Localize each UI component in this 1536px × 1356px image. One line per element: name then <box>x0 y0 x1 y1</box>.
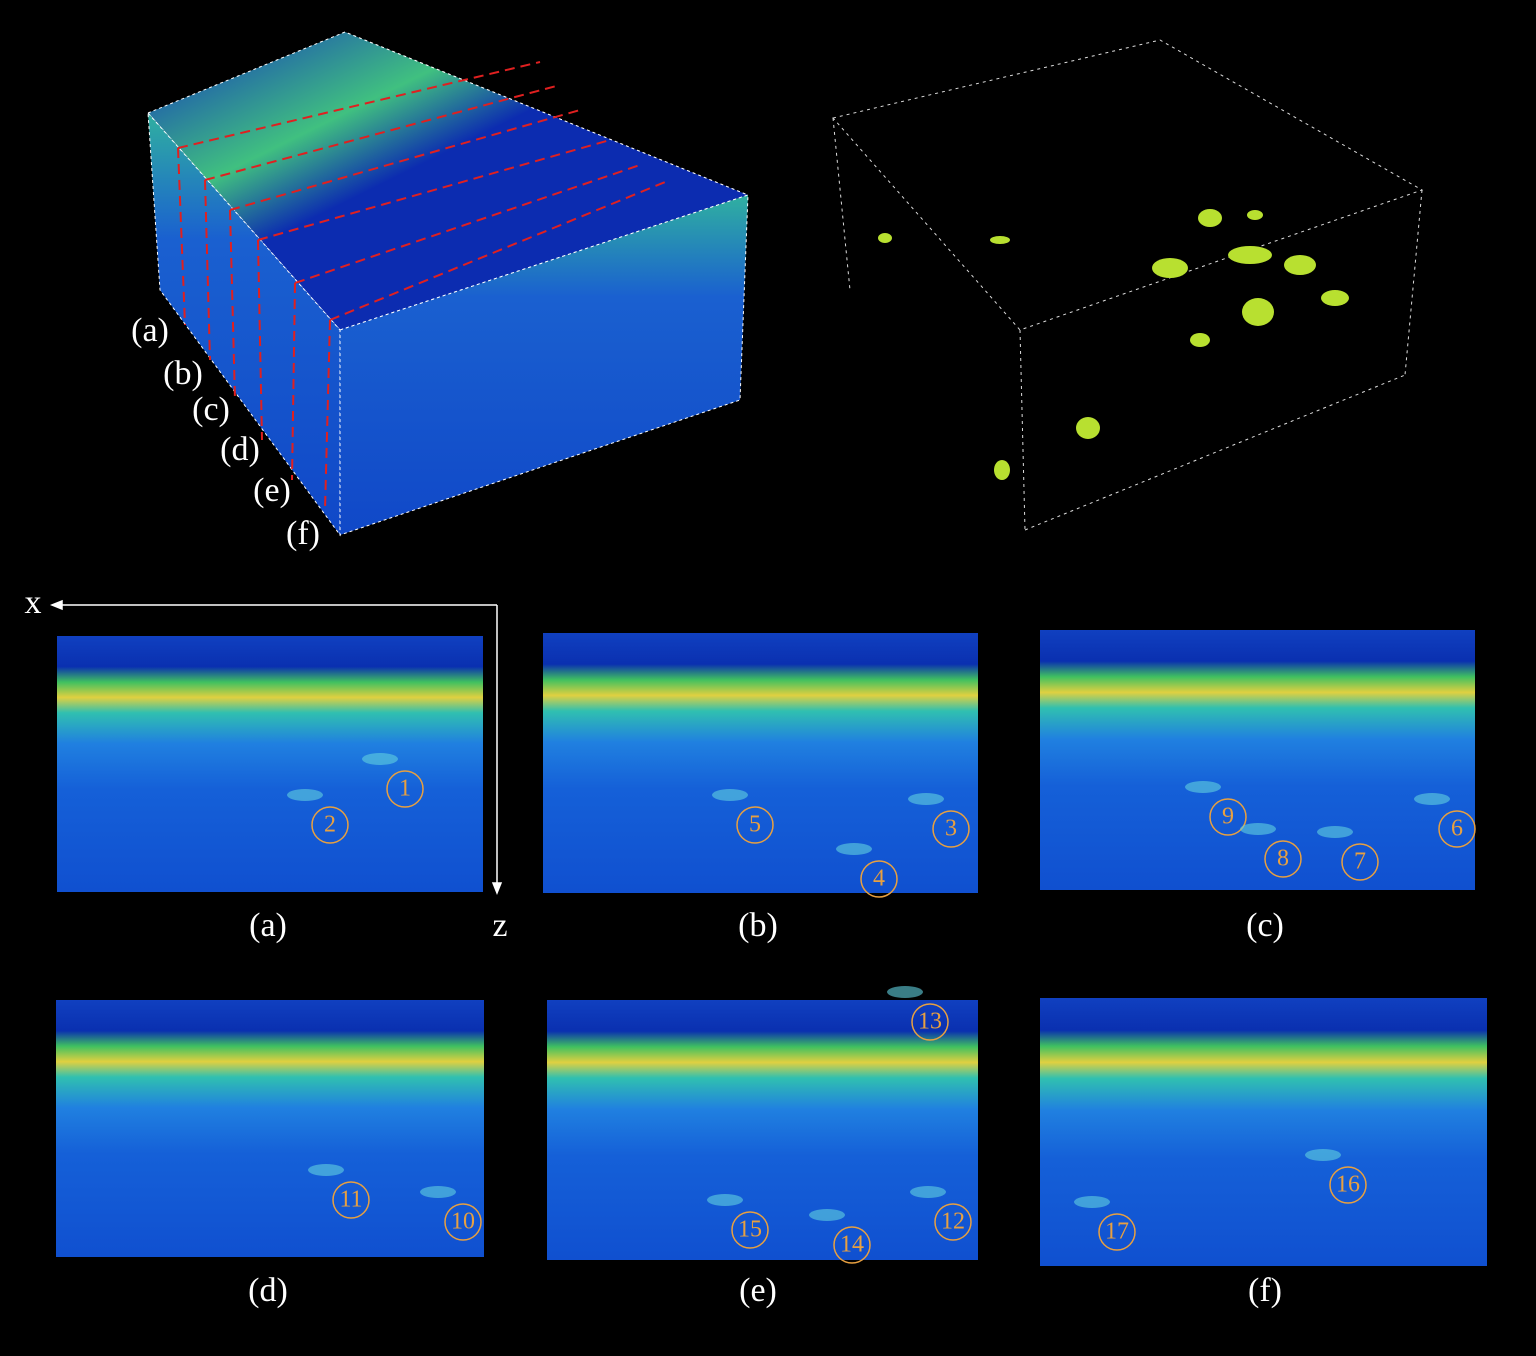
marker-label: 8 <box>1277 846 1289 872</box>
marker-glow <box>1074 1196 1110 1208</box>
marker-glow <box>836 843 872 855</box>
oct-image <box>543 633 978 893</box>
volume-label: (a) <box>131 312 169 349</box>
marker-glow <box>1305 1149 1341 1161</box>
marker-label: 1 <box>399 776 411 802</box>
axes <box>49 599 503 896</box>
marker-glow <box>910 1186 946 1198</box>
marker-circle <box>311 806 349 844</box>
marker-glow <box>1317 826 1353 838</box>
marker-label: 2 <box>324 812 336 838</box>
marker-circle <box>1341 843 1379 881</box>
marker-circle <box>932 810 970 848</box>
oct-image <box>547 1000 978 1260</box>
marker-label: 7 <box>1354 849 1366 875</box>
marker-circle <box>1329 1166 1367 1204</box>
marker-circle <box>833 1226 871 1264</box>
marker-glow <box>420 1186 456 1198</box>
marker-label: 9 <box>1222 804 1234 830</box>
marker-circle <box>444 1203 482 1241</box>
marker-label: 16 <box>1336 1172 1360 1198</box>
marker-label: 17 <box>1105 1219 1129 1245</box>
oct-image <box>1040 998 1487 1266</box>
panel-caption: (f) <box>1248 1272 1282 1309</box>
marker-circle <box>1209 798 1247 836</box>
marker-label: 14 <box>840 1232 864 1258</box>
marker-circle <box>332 1181 370 1219</box>
volume-label: (f) <box>286 515 320 552</box>
marker-circle <box>934 1203 972 1241</box>
marker-circle <box>1098 1213 1136 1251</box>
marker-circle <box>860 860 898 898</box>
panel-caption: (c) <box>1246 907 1284 944</box>
oct-image <box>1040 630 1475 890</box>
marker-circle <box>731 1211 769 1249</box>
marker-label: 10 <box>451 1209 475 1235</box>
marker-label: 5 <box>749 812 761 838</box>
panel-caption: (a) <box>249 907 287 944</box>
volume-label: (b) <box>163 355 203 392</box>
marker-label: 11 <box>339 1187 362 1213</box>
marker-glow <box>1240 823 1276 835</box>
panel-caption: (e) <box>739 1272 777 1309</box>
marker-label: 13 <box>918 1009 942 1035</box>
axis-label: x <box>25 584 42 621</box>
marker-glow <box>1185 781 1221 793</box>
panel-caption: (d) <box>248 1272 288 1309</box>
marker-label: 15 <box>738 1217 762 1243</box>
marker-label: 3 <box>945 816 957 842</box>
marker-glow <box>362 753 398 765</box>
marker-glow <box>887 986 923 998</box>
marker-glow <box>908 793 944 805</box>
marker-glow <box>809 1209 845 1221</box>
marker-label: 4 <box>873 866 885 892</box>
volume-label: (d) <box>220 431 260 468</box>
marker-circle <box>1438 810 1476 848</box>
marker-glow <box>712 789 748 801</box>
volume-label: (c) <box>192 391 230 428</box>
marker-circle <box>1264 840 1302 878</box>
volume-right <box>832 39 1424 531</box>
volume-label: (e) <box>253 472 291 509</box>
marker-glow <box>308 1164 344 1176</box>
marker-glow <box>1414 793 1450 805</box>
marker-label: 6 <box>1451 816 1463 842</box>
oct-image <box>57 636 483 892</box>
marker-glow <box>707 1194 743 1206</box>
marker-circle <box>386 770 424 808</box>
oct-image <box>56 1000 484 1257</box>
marker-glow <box>287 789 323 801</box>
marker-circle <box>911 1003 949 1041</box>
volume-left <box>147 31 750 537</box>
marker-circle <box>736 806 774 844</box>
axis-label: z <box>492 907 507 944</box>
marker-label: 12 <box>941 1209 965 1235</box>
panel-caption: (b) <box>738 907 778 944</box>
